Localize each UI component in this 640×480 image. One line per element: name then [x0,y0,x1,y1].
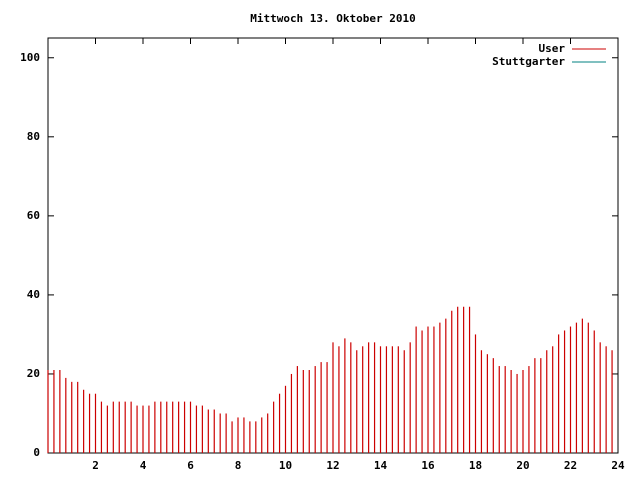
y-tick-label: 0 [33,446,40,459]
chart-title: Mittwoch 13. Oktober 2010 [250,12,416,25]
x-tick-label: 16 [421,459,435,472]
x-tick-label: 14 [374,459,388,472]
x-tick-label: 22 [564,459,577,472]
y-tick-label: 40 [27,288,40,301]
x-tick-label: 10 [279,459,292,472]
x-tick-label: 2 [92,459,99,472]
x-tick-label: 4 [140,459,147,472]
x-tick-label: 12 [326,459,339,472]
y-tick-label: 80 [27,130,40,143]
x-tick-label: 18 [469,459,482,472]
x-tick-label: 24 [611,459,625,472]
legend-label: User [539,42,566,55]
y-tick-label: 60 [27,209,40,222]
x-tick-label: 20 [516,459,529,472]
x-tick-label: 8 [235,459,242,472]
y-tick-label: 100 [20,51,40,64]
y-tick-label: 20 [27,367,40,380]
legend-label: Stuttgarter [492,55,565,68]
x-tick-label: 6 [187,459,194,472]
